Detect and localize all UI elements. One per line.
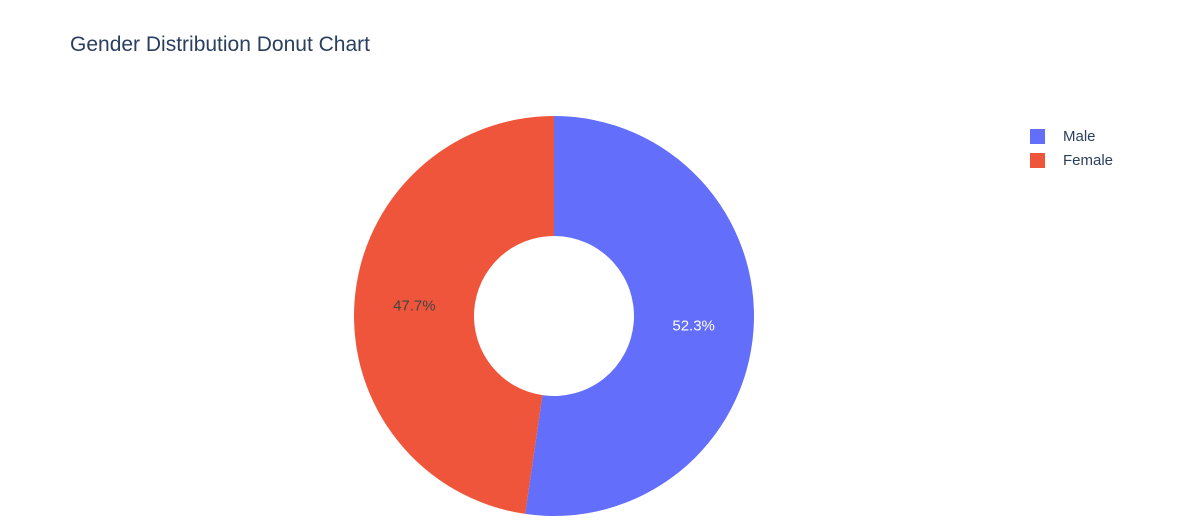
legend-swatch-male: [1030, 128, 1045, 144]
legend-label-male: Male: [1063, 127, 1096, 145]
slice-label-female: 47.7%: [393, 297, 436, 314]
donut-slice-male[interactable]: [525, 116, 755, 516]
chart-title: Gender Distribution Donut Chart: [70, 33, 370, 56]
legend-swatch-female: [1030, 152, 1045, 168]
legend-label-female: Female: [1063, 151, 1114, 169]
donut-slice-female[interactable]: [354, 116, 554, 514]
slice-label-male: 52.3%: [672, 318, 715, 335]
legend-item-female[interactable]: Female: [1030, 148, 1113, 172]
legend-item-male[interactable]: Male: [1030, 124, 1113, 148]
legend: Male Female: [1030, 124, 1113, 172]
